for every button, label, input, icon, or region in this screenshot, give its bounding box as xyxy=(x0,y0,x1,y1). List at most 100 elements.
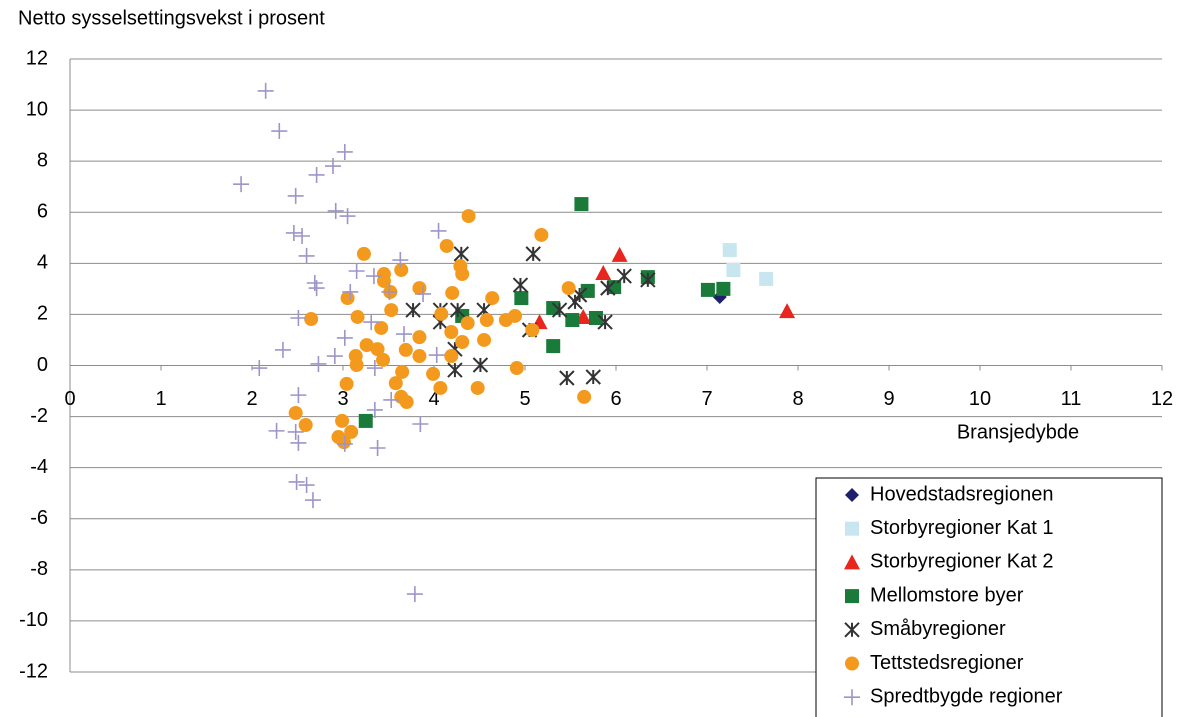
point xyxy=(525,322,540,337)
point xyxy=(344,424,359,439)
point xyxy=(585,369,601,385)
point xyxy=(395,326,412,343)
x-tick-label: 11 xyxy=(1061,388,1082,410)
point xyxy=(412,415,429,432)
point xyxy=(595,265,612,281)
x-tick-label: 8 xyxy=(792,388,803,410)
point xyxy=(304,492,321,509)
point xyxy=(336,329,353,346)
point xyxy=(445,285,460,300)
point xyxy=(415,285,432,302)
point xyxy=(298,418,313,433)
y-tick-label: -10 xyxy=(19,609,48,631)
point xyxy=(444,325,459,340)
point xyxy=(287,187,304,204)
point xyxy=(251,360,268,377)
point xyxy=(392,252,409,269)
legend-label: Storbyregioner Kat 2 xyxy=(870,551,1053,573)
point xyxy=(546,339,561,354)
point xyxy=(233,176,250,193)
point xyxy=(304,312,319,327)
legend-marker xyxy=(845,521,859,536)
point xyxy=(327,202,344,219)
y-tick-label: 6 xyxy=(37,201,48,223)
x-tick-label: 6 xyxy=(610,388,621,410)
point xyxy=(722,243,737,258)
point xyxy=(428,347,445,364)
point xyxy=(339,376,354,391)
point xyxy=(399,395,414,410)
point xyxy=(363,314,380,331)
y-tick-label: -2 xyxy=(30,405,48,427)
legend-marker xyxy=(844,689,860,706)
point xyxy=(406,586,423,603)
x-tick-label: 1 xyxy=(155,388,166,410)
point xyxy=(274,341,291,358)
x-tick-label: 3 xyxy=(337,388,348,410)
point xyxy=(460,316,475,331)
legend-label: Hovedstadsregionen xyxy=(870,483,1053,505)
point xyxy=(308,280,325,297)
x-axis-label: Bransjedybde xyxy=(957,421,1079,443)
point xyxy=(268,422,285,439)
point xyxy=(376,352,391,367)
point xyxy=(588,310,603,325)
point xyxy=(356,246,371,261)
point xyxy=(455,267,470,282)
point xyxy=(565,313,580,328)
point xyxy=(370,342,385,357)
point xyxy=(434,306,449,321)
point xyxy=(597,314,613,330)
y-tick-label: 0 xyxy=(37,354,48,376)
point xyxy=(461,209,476,224)
legend-label: Tettstedsregioner xyxy=(870,652,1024,674)
point xyxy=(349,357,364,372)
legend-label: Storbyregioner Kat 1 xyxy=(870,517,1053,539)
x-tick-label: 10 xyxy=(969,388,991,410)
point xyxy=(412,281,427,296)
y-tick-label: -12 xyxy=(19,660,48,682)
point xyxy=(514,291,529,306)
point xyxy=(298,247,315,264)
point xyxy=(336,435,351,450)
legend-box xyxy=(815,477,1163,717)
point xyxy=(365,268,382,285)
point xyxy=(336,143,353,160)
x-tick-label: 9 xyxy=(883,388,894,410)
y-tick-label: 8 xyxy=(37,149,48,171)
point xyxy=(444,349,459,364)
point xyxy=(509,361,524,376)
point xyxy=(257,82,274,99)
point xyxy=(348,262,365,279)
legend-label: Mellomstore byer xyxy=(870,584,1024,606)
x-tick-label: 2 xyxy=(246,388,257,410)
legend-marker xyxy=(844,554,860,570)
point xyxy=(350,309,365,324)
point xyxy=(453,246,470,262)
point xyxy=(726,262,741,277)
y-tick-label: 4 xyxy=(37,252,48,274)
legend: Hovedstadsregionen Storbyregioner Kat 1 St… xyxy=(815,477,1163,717)
point xyxy=(449,302,466,318)
point xyxy=(395,364,410,379)
point xyxy=(577,389,592,404)
point xyxy=(324,158,341,175)
point xyxy=(470,380,485,395)
point xyxy=(358,413,373,428)
point xyxy=(700,282,715,297)
point xyxy=(288,473,305,490)
point xyxy=(507,308,522,323)
point xyxy=(479,313,494,328)
point xyxy=(359,338,374,353)
point xyxy=(447,362,463,378)
point xyxy=(455,335,470,350)
point xyxy=(290,309,307,326)
point xyxy=(335,413,350,428)
point xyxy=(433,380,448,395)
point xyxy=(271,123,288,140)
legend-marker xyxy=(844,622,860,638)
point xyxy=(288,406,303,421)
point xyxy=(600,280,616,296)
